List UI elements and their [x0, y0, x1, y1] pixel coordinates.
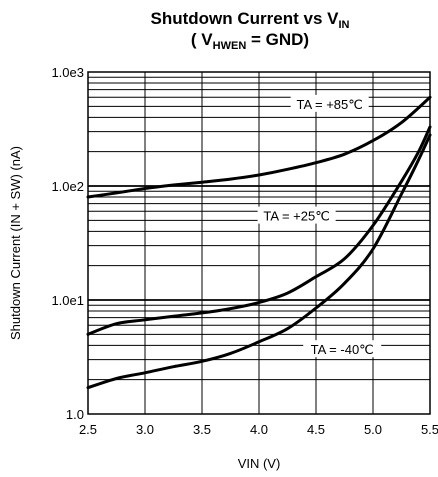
series-annotation-label: TA = +85℃ [296, 97, 362, 112]
x-tick-label: 5.0 [364, 422, 382, 437]
x-axis-label: VIN (V) [238, 456, 281, 471]
series-line [86, 125, 432, 336]
x-tick-label: 4.0 [250, 422, 268, 437]
y-tick-label: 1.0e2 [51, 179, 84, 194]
series-line [86, 133, 432, 390]
series-annotation-label: TA = -40℃ [311, 342, 374, 357]
y-tick-label: 1.0e3 [51, 65, 84, 80]
y-tick-label: 1.0e1 [51, 293, 84, 308]
x-tick-label: 3.5 [193, 422, 211, 437]
plot-frame [87, 71, 431, 415]
x-tick-label: 3.0 [136, 422, 154, 437]
annotation-background [257, 206, 336, 224]
chart-subtitle: ( VHWEN = GND) [191, 30, 309, 52]
annotation-background [290, 94, 369, 112]
chart-subtitle-post: = GND) [246, 30, 309, 49]
chart-title-text: Shutdown Current vs V [151, 9, 340, 28]
grid [88, 72, 430, 414]
annotations: TA = +85℃ TA = +25℃ TA = -40℃ [257, 94, 382, 358]
x-tick-label: 2.5 [79, 422, 97, 437]
series-line [86, 95, 432, 199]
chart-subtitle-subscript: HWEN [213, 40, 247, 52]
tick-labels: 2.5 3.0 3.5 4.0 4.5 5.0 5.5 1.0 1.0e1 1.0e2 1.0e3 [51, 65, 438, 437]
series-group [86, 95, 432, 390]
x-tick-label: 4.5 [307, 422, 325, 437]
x-tick-label: 5.5 [421, 422, 438, 437]
chart-title-subscript: IN [338, 19, 349, 31]
y-axis-label: Shutdown Current (IN + SW) (nA) [8, 146, 23, 340]
y-tick-label: 1.0 [66, 407, 84, 422]
annotation-background [303, 340, 382, 358]
series-annotation-label: TA = +25℃ [263, 209, 329, 224]
chart-title: Shutdown Current vs VIN [151, 9, 350, 31]
chart-subtitle-pre: ( V [191, 30, 213, 49]
